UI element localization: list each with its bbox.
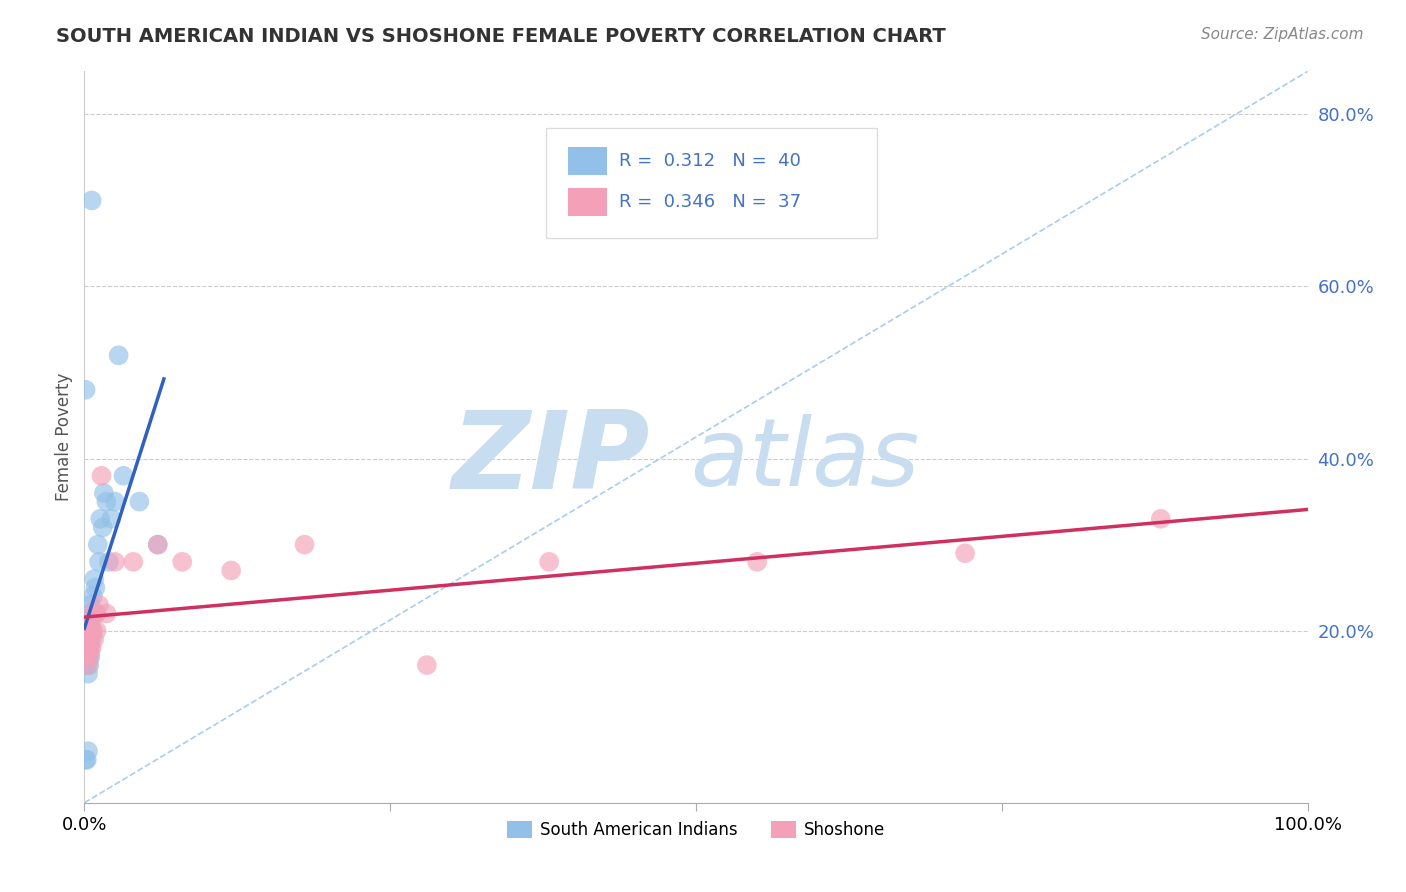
Text: R =  0.312   N =  40: R = 0.312 N = 40 (619, 153, 801, 170)
Point (82, 624, 104, 638)
Point (747, 555, 769, 569)
Point (90, 468, 112, 483)
Point (76, 649, 98, 664)
Point (82, 589, 104, 603)
Point (79, 649, 101, 664)
Point (112, 468, 135, 483)
Point (77, 640, 100, 655)
Point (76, 632, 98, 647)
Point (83, 607, 105, 621)
Point (104, 555, 127, 569)
Point (77, 624, 100, 638)
Point (100, 512, 122, 526)
Point (77, 649, 100, 664)
Point (75, 753, 97, 767)
Point (87, 538, 110, 552)
Point (146, 538, 169, 552)
Point (77, 607, 100, 621)
Point (76, 753, 98, 767)
Point (76, 658, 98, 673)
Point (80, 640, 103, 655)
Point (128, 494, 150, 508)
FancyBboxPatch shape (568, 188, 606, 216)
Point (84, 607, 107, 621)
Point (91, 520, 114, 534)
Point (219, 564, 242, 578)
Point (96, 607, 118, 621)
Point (75, 640, 97, 655)
Point (80, 607, 103, 621)
Point (77, 649, 100, 664)
Point (86, 624, 108, 638)
FancyBboxPatch shape (568, 147, 606, 175)
Point (77, 744, 100, 758)
Point (75, 383, 97, 397)
Point (77, 624, 100, 638)
Point (76, 615, 98, 629)
Point (87, 598, 110, 612)
Point (75, 632, 97, 647)
Point (77, 640, 100, 655)
Point (75, 624, 97, 638)
Point (79, 640, 101, 655)
Point (82, 624, 104, 638)
Point (80, 632, 103, 647)
Point (76, 640, 98, 655)
Point (86, 607, 108, 621)
Point (97, 555, 120, 569)
Text: ZIP: ZIP (451, 406, 650, 512)
Text: R =  0.346   N =  37: R = 0.346 N = 37 (619, 194, 801, 211)
Text: atlas: atlas (451, 414, 920, 505)
Point (93, 486, 115, 500)
Point (77, 632, 100, 647)
Point (80, 194, 103, 208)
Point (79, 598, 101, 612)
Text: Source: ZipAtlas.com: Source: ZipAtlas.com (1201, 27, 1364, 42)
Point (146, 538, 169, 552)
Point (1150, 512, 1173, 526)
Point (104, 494, 127, 508)
Point (83, 632, 105, 647)
Point (79, 615, 101, 629)
FancyBboxPatch shape (546, 128, 877, 238)
Point (294, 538, 316, 552)
Point (80, 607, 103, 621)
Point (96, 494, 118, 508)
Point (122, 555, 145, 569)
Point (538, 555, 561, 569)
Point (76, 624, 98, 638)
Point (77, 632, 100, 647)
Point (172, 555, 194, 569)
Point (84, 581, 107, 595)
Point (87, 555, 110, 569)
Point (79, 624, 101, 638)
Point (77, 658, 100, 673)
Point (75, 632, 97, 647)
Point (89, 512, 111, 526)
Point (75, 649, 97, 664)
Y-axis label: Female Poverty: Female Poverty (55, 373, 73, 501)
Point (76, 640, 98, 655)
Text: SOUTH AMERICAN INDIAN VS SHOSHONE FEMALE POVERTY CORRELATION CHART: SOUTH AMERICAN INDIAN VS SHOSHONE FEMALE… (56, 27, 946, 45)
Point (77, 666, 100, 681)
Point (953, 546, 976, 560)
Point (416, 658, 439, 673)
Point (75, 649, 97, 664)
Point (83, 572, 105, 586)
Legend: South American Indians, Shoshone: South American Indians, Shoshone (501, 814, 891, 846)
Point (77, 658, 100, 673)
Point (107, 348, 129, 362)
